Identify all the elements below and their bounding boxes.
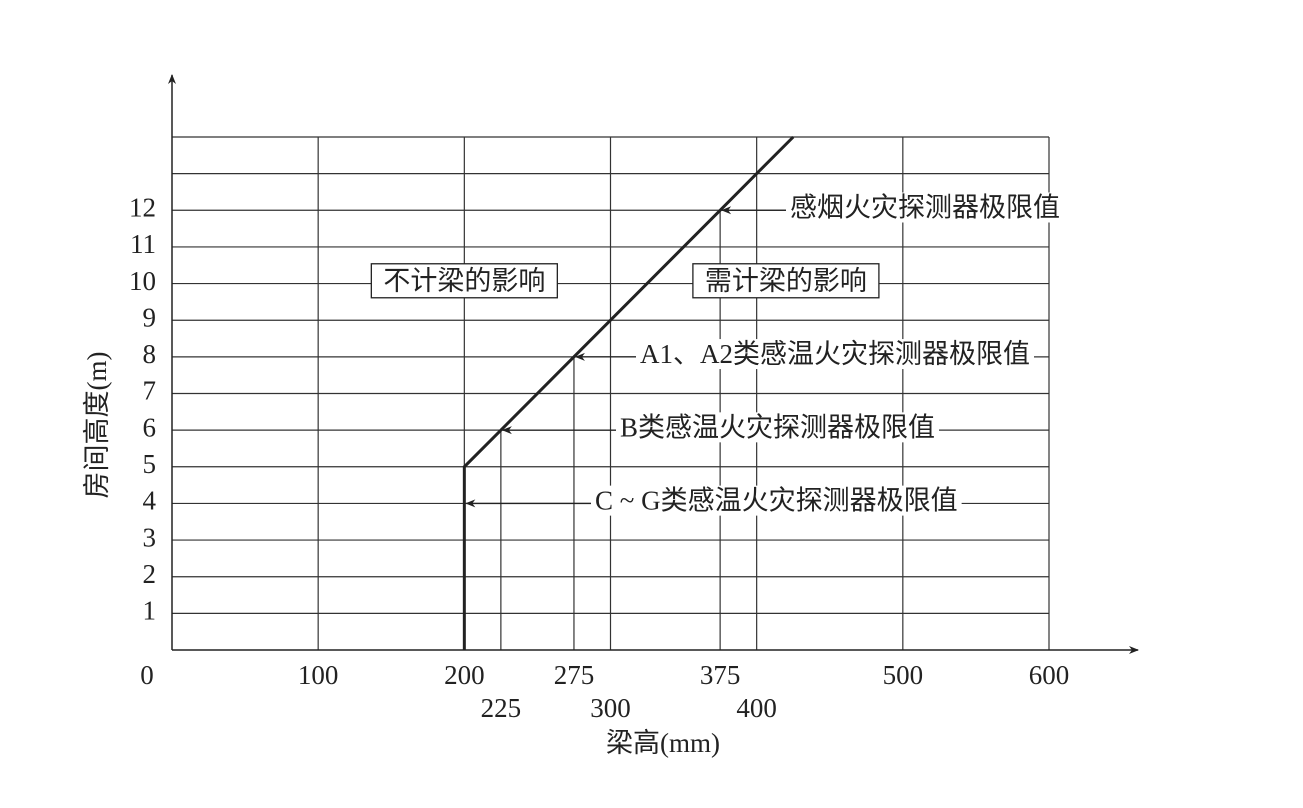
y-tick-label: 4 [143, 486, 157, 516]
grid [172, 136, 1050, 650]
annotation-bg [616, 412, 940, 443]
annotation-label: 感烟火灾探测器极限值 [790, 192, 1060, 222]
x-tick-label: 225 [481, 693, 522, 723]
y-axis-label: 房间高度(m) [82, 352, 112, 499]
x-tick-label: 500 [883, 660, 924, 690]
annotation-bg [636, 339, 1034, 370]
region-label: 需计梁的影响 [705, 266, 867, 296]
y-tick-label: 11 [130, 229, 156, 259]
y-tick-label: 12 [129, 192, 156, 222]
y-tick-label: 8 [143, 339, 157, 369]
y-tick-label: 2 [143, 559, 157, 589]
region-box [370, 263, 558, 299]
region-box [692, 263, 880, 299]
y-tick-label: 7 [143, 376, 157, 406]
x-tick-label: 100 [298, 660, 339, 690]
y-tick-label: 1 [143, 596, 157, 626]
x-tick-label: 200 [444, 660, 485, 690]
y-tick-label: 9 [143, 302, 157, 332]
y-tick-label: 10 [129, 266, 156, 296]
annotation-label: C ~ G类感温火灾探测器极限值 [595, 486, 958, 516]
x-tick-label: 375 [700, 660, 741, 690]
x-tick-label: 600 [1029, 660, 1070, 690]
annotation-label: B类感温火灾探测器极限值 [620, 412, 935, 442]
x-tick-label: 300 [590, 693, 631, 723]
x-tick-label: 400 [736, 693, 777, 723]
data-line [462, 135, 795, 650]
x-tick-label: 275 [554, 660, 595, 690]
annotation-bg [591, 485, 962, 516]
annotation-bg [786, 192, 1064, 223]
y-tick-label: 6 [143, 412, 157, 442]
y-tick-label: 5 [143, 449, 157, 479]
region-label: 不计梁的影响 [383, 266, 545, 296]
y-tick-label: 3 [143, 522, 157, 552]
x-axis-label: 梁高(mm) [606, 728, 720, 758]
annotation-label: A1、A2类感温火灾探测器极限值 [640, 339, 1030, 369]
x-tick-label: 0 [140, 660, 154, 690]
